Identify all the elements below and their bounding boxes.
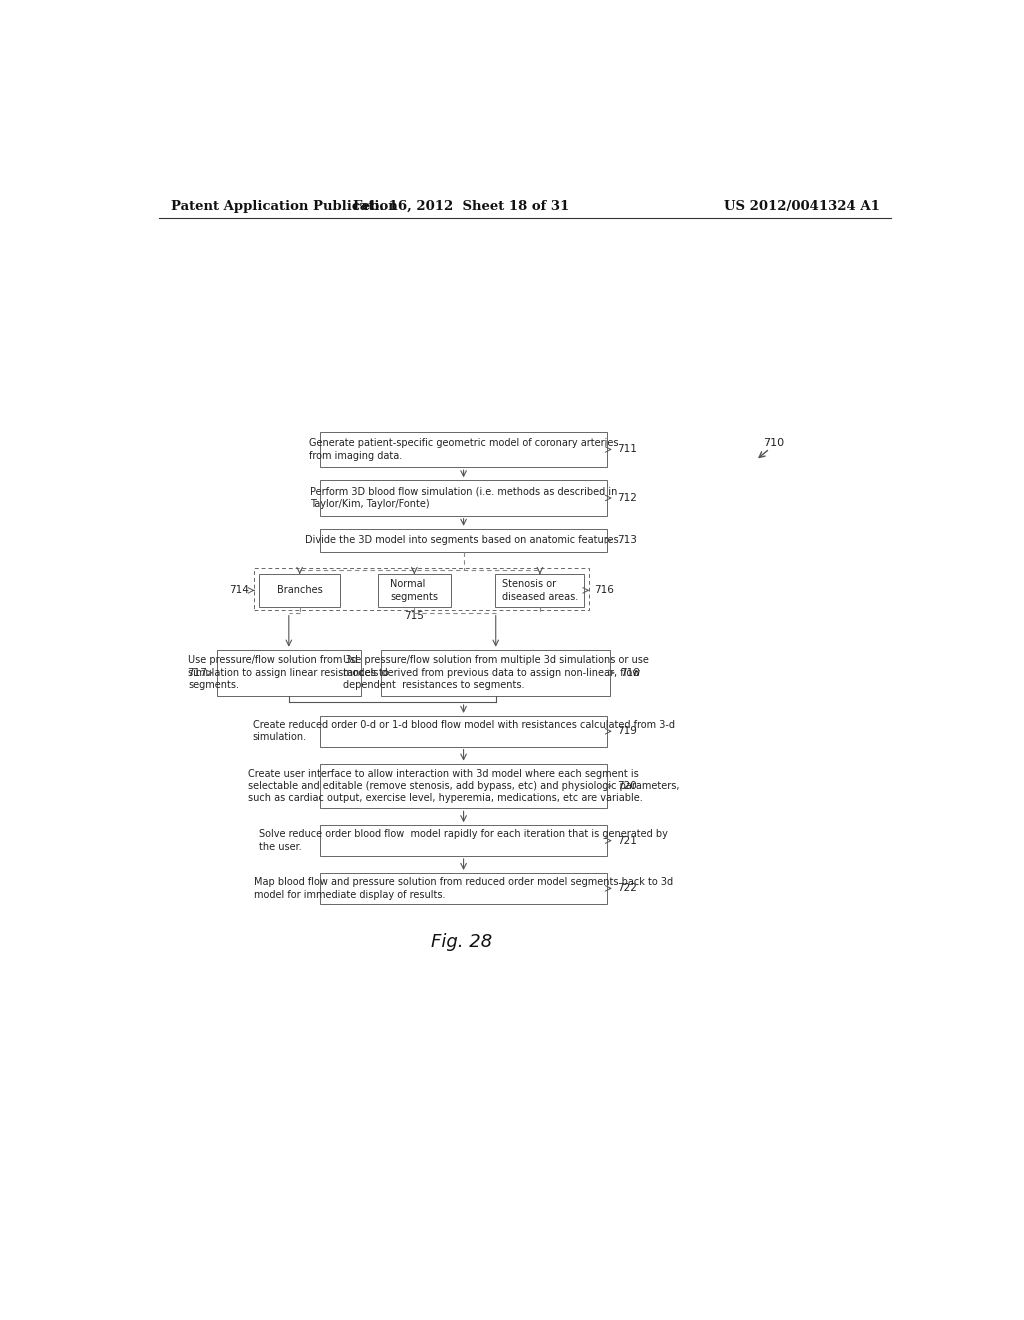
Bar xyxy=(254,568,589,610)
Text: Solve reduce order blood flow  model rapidly for each iteration that is generate: Solve reduce order blood flow model rapi… xyxy=(259,829,668,851)
Text: 715: 715 xyxy=(404,611,424,620)
Text: 713: 713 xyxy=(617,536,637,545)
Text: Use pressure/flow solution from multiple 3d simulations or use
models derived fr: Use pressure/flow solution from multiple… xyxy=(343,655,648,690)
Text: 721: 721 xyxy=(617,836,637,846)
Bar xyxy=(259,574,340,607)
Bar xyxy=(496,574,585,607)
Text: 720: 720 xyxy=(617,781,637,791)
Text: 711: 711 xyxy=(617,445,637,454)
Text: Divide the 3D model into segments based on anatomic features.: Divide the 3D model into segments based … xyxy=(305,536,622,545)
Text: Create user interface to allow interaction with 3d model where each segment is
s: Create user interface to allow interacti… xyxy=(248,768,679,804)
Bar xyxy=(378,574,452,607)
Bar xyxy=(321,715,607,747)
Text: 714: 714 xyxy=(229,585,249,595)
Bar xyxy=(217,649,360,696)
Bar xyxy=(321,432,607,467)
Text: 718: 718 xyxy=(621,668,640,677)
Text: Normal
segments: Normal segments xyxy=(390,579,438,602)
Text: Stenosis or
diseased areas.: Stenosis or diseased areas. xyxy=(502,579,578,602)
Bar xyxy=(381,649,610,696)
Text: Fig. 28: Fig. 28 xyxy=(431,933,492,952)
Text: Branches: Branches xyxy=(276,585,323,595)
Text: 719: 719 xyxy=(617,726,637,737)
Text: Create reduced order 0-d or 1-d blood flow model with resistances calculated fro: Create reduced order 0-d or 1-d blood fl… xyxy=(253,721,675,742)
Text: Patent Application Publication: Patent Application Publication xyxy=(171,199,397,213)
Text: Feb. 16, 2012  Sheet 18 of 31: Feb. 16, 2012 Sheet 18 of 31 xyxy=(353,199,569,213)
Bar xyxy=(321,480,607,516)
Text: US 2012/0041324 A1: US 2012/0041324 A1 xyxy=(724,199,880,213)
Text: Perform 3D blood flow simulation (i.e. methods as described in
Taylor/Kim, Taylo: Perform 3D blood flow simulation (i.e. m… xyxy=(310,487,617,510)
Text: Map blood flow and pressure solution from reduced order model segments back to 3: Map blood flow and pressure solution fro… xyxy=(254,878,673,899)
Bar xyxy=(321,873,607,904)
Text: 716: 716 xyxy=(595,585,614,595)
Text: 710: 710 xyxy=(764,438,784,449)
Text: 722: 722 xyxy=(617,883,637,894)
Text: 712: 712 xyxy=(617,492,637,503)
Text: Generate patient-specific geometric model of coronary arteries
from imaging data: Generate patient-specific geometric mode… xyxy=(309,438,618,461)
Text: 717: 717 xyxy=(187,668,207,677)
Text: Use pressure/flow solution from 3d
simulation to assign linear resistances to
se: Use pressure/flow solution from 3d simul… xyxy=(188,655,389,690)
Bar xyxy=(321,763,607,808)
Bar xyxy=(321,825,607,857)
Bar xyxy=(321,529,607,552)
